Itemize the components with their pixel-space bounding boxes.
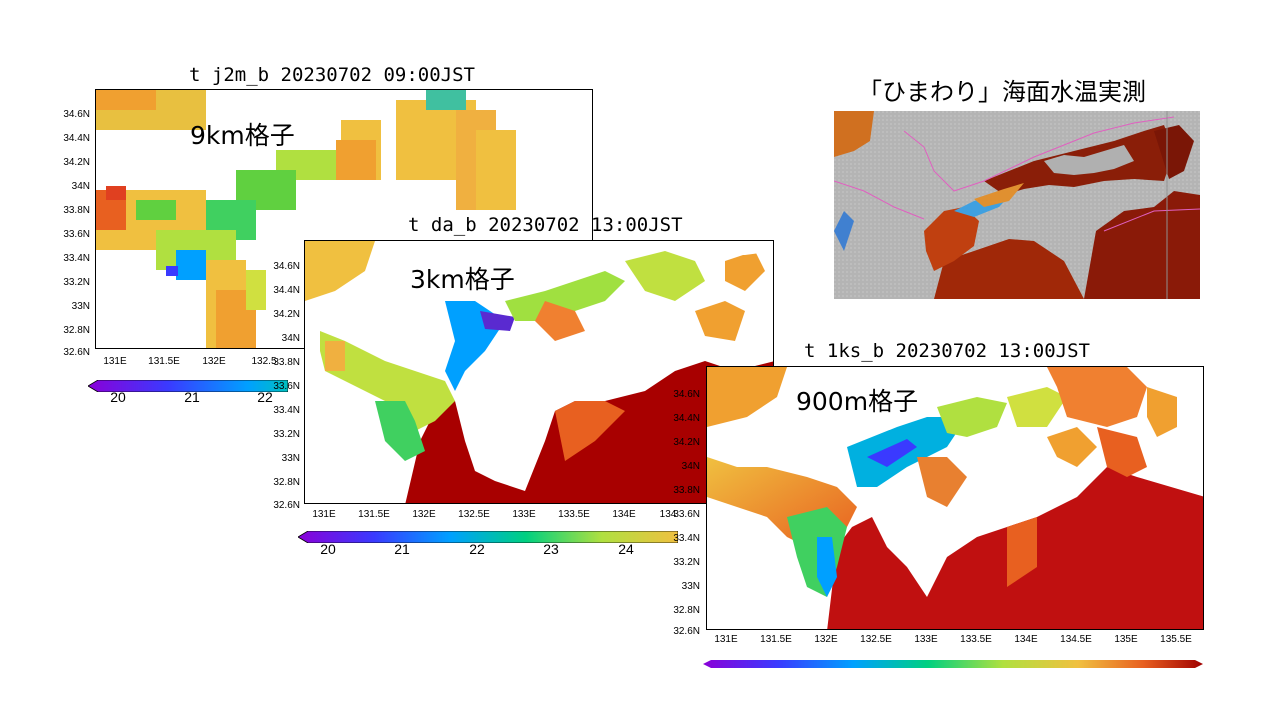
lon-tick: 131.5E [760,634,792,645]
colorbar-value: 22 [469,541,485,557]
lon-tick: 133E [512,509,536,520]
lat-tick: 33.4N [63,253,90,264]
panel-9km-label: 9km格子 [190,121,295,150]
lon-tick: 133E [914,634,938,645]
lat-tick: 33.2N [273,429,300,440]
lon-tick: 134E [612,509,636,520]
lat-tick: 33N [681,581,700,592]
lat-tick: 33.2N [63,277,90,288]
lon-tick: 133.5E [960,634,992,645]
lon-tick: 135E [1114,634,1138,645]
colorbar-value: 21 [184,389,200,405]
himawari-sst-image [833,111,1201,299]
himawari-title: 「ひまわり」海面水温実測 [858,78,1146,106]
panel-900m-field [707,367,1203,629]
lon-tick: 131E [103,356,127,367]
panel-900m-label: 900m格子 [796,387,919,416]
panel-9km-map [95,89,593,349]
panel-9km-field [96,90,516,348]
lon-tick: 135.5E [1160,634,1192,645]
himawari-map-graphic [833,111,1201,299]
lat-tick: 34.4N [273,285,300,296]
lat-tick: 33.2N [673,557,700,568]
panel-900m-title: t 1ks_b 20230702 13:00JST [804,340,1090,362]
lon-tick: 133.5E [558,509,590,520]
lat-tick: 34N [71,181,90,192]
lon-tick: 131.5E [358,509,390,520]
lat-tick: 34.2N [273,309,300,320]
panel-3km-map [304,240,774,504]
colorbar-value: 24 [618,541,634,557]
lat-tick: 33.6N [63,229,90,240]
lat-tick: 33N [281,453,300,464]
colorbar-value: 20 [320,541,336,557]
lat-tick: 34.4N [673,413,700,424]
panel-900m-colorbar [703,653,1203,668]
lon-tick: 131E [714,634,738,645]
colorbar-value: 21 [394,541,410,557]
panel-3km-title: t da_b 20230702 13:00JST [408,214,683,236]
lat-tick: 33.8N [673,485,700,496]
panel-900m-map [706,366,1204,630]
panel-3km-label: 3km格子 [410,265,515,294]
lon-tick: 132.5 [251,356,277,367]
lon-tick: 134E [1014,634,1038,645]
panel-3km-field [305,241,773,503]
lat-tick: 34.6N [673,389,700,400]
lon-tick: 132E [814,634,838,645]
lon-tick: 134 [659,509,677,520]
lat-tick: 34.4N [63,133,90,144]
lat-tick: 34.6N [63,109,90,120]
panel-9km-colorbar [87,377,289,393]
lat-tick: 32.8N [273,477,300,488]
lat-tick: 33.4N [273,405,300,416]
lat-tick: 32.6N [273,500,300,511]
lat-tick: 33N [71,301,90,312]
lat-tick: 33.6N [273,381,300,392]
panel-3km-colorbar [297,528,679,544]
lat-tick: 32.6N [673,626,700,637]
lat-tick: 33.8N [273,357,300,368]
colorbar-value: 23 [543,541,559,557]
lon-tick: 132E [202,356,226,367]
lat-tick: 33.4N [673,533,700,544]
lon-tick: 134.5E [1060,634,1092,645]
lon-tick: 132E [412,509,436,520]
colorbar-value: 22 [257,389,273,405]
lat-tick: 32.8N [63,325,90,336]
lat-tick: 32.8N [673,605,700,616]
lon-tick: 131.5E [148,356,180,367]
panel-9km-title: t j2m_b 20230702 09:00JST [189,64,475,86]
lat-tick: 34.2N [63,157,90,168]
lat-tick: 33.6N [673,509,700,520]
colorbar-value: 20 [110,389,126,405]
lat-tick: 34N [681,461,700,472]
lon-tick: 132.5E [860,634,892,645]
lon-tick: 131E [312,509,336,520]
lat-tick: 32.6N [63,347,90,358]
lat-tick: 34.2N [673,437,700,448]
lat-tick: 34.6N [273,261,300,272]
lat-tick: 33.8N [63,205,90,216]
lon-tick: 132.5E [458,509,490,520]
lat-tick: 34N [281,333,300,344]
